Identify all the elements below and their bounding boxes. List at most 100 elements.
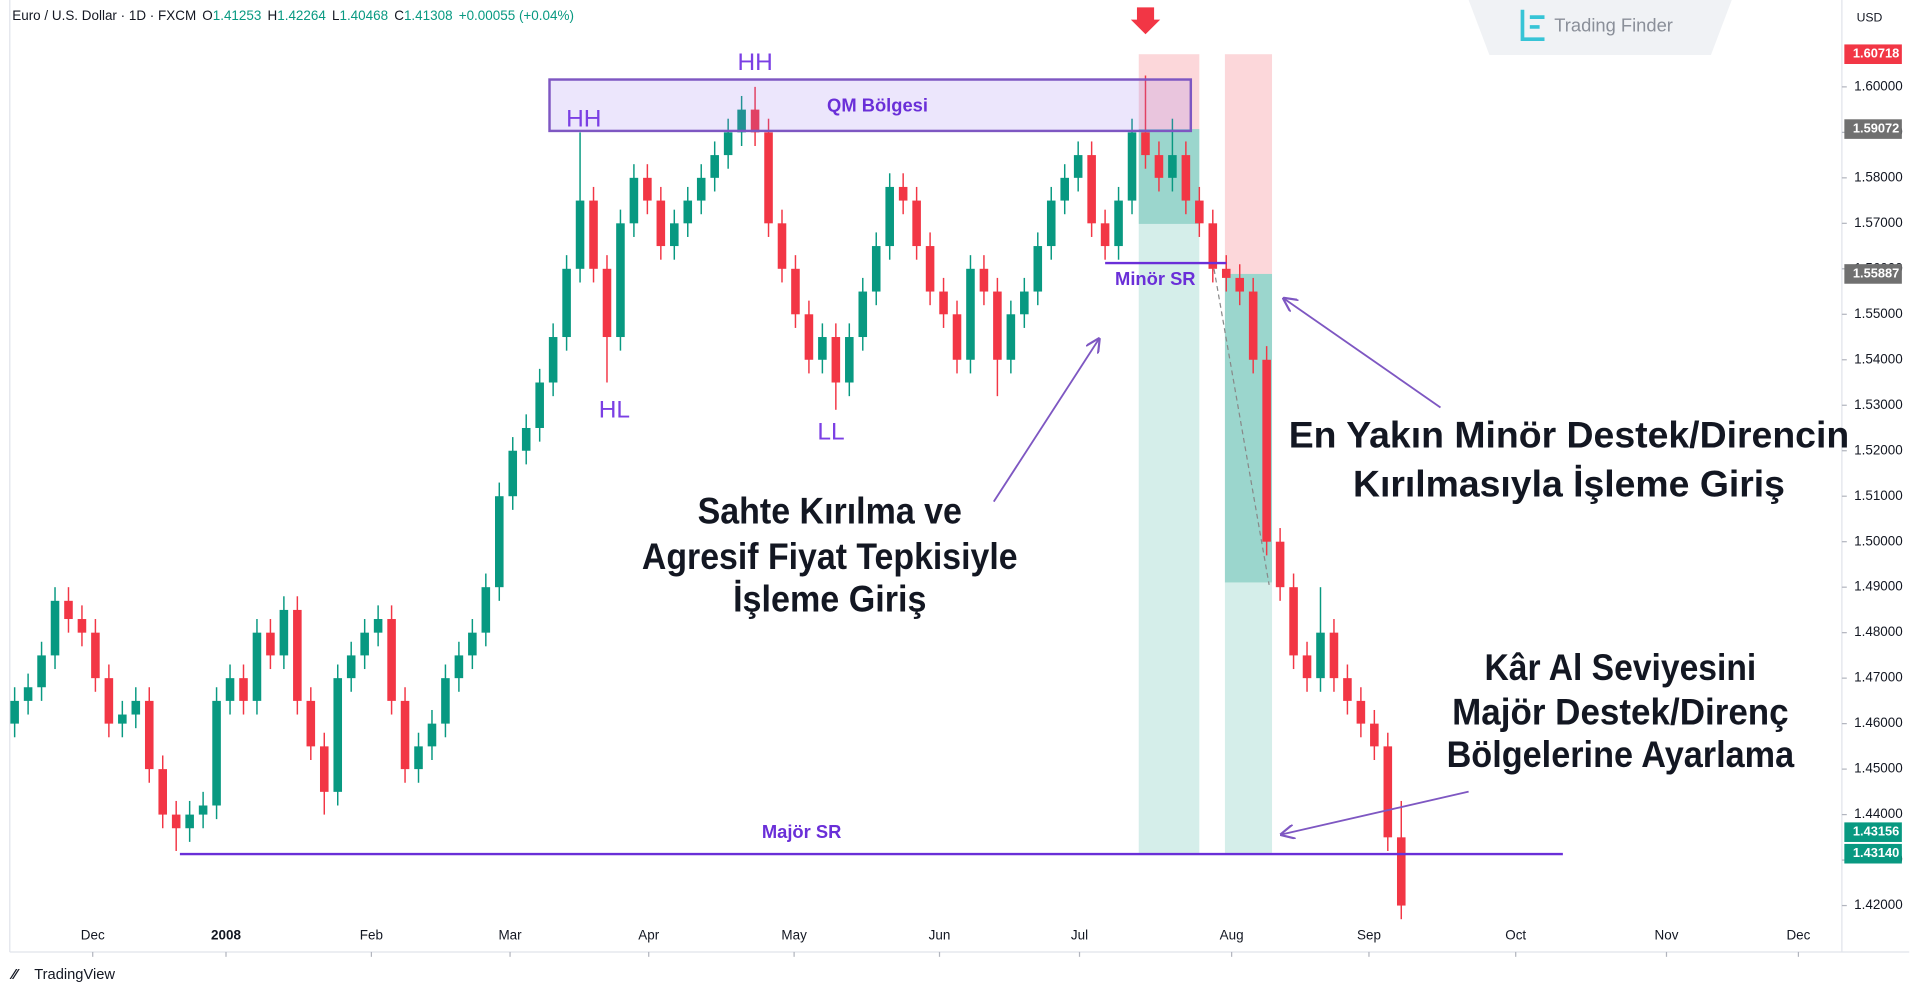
annotation-line: Sahte Kırılma ve	[698, 491, 962, 532]
drawings-back	[1138, 54, 1273, 854]
price-tag	[1844, 843, 1902, 864]
candle-body	[777, 223, 787, 269]
candle-body	[602, 268, 612, 338]
price-tag-label: 1.43156	[1853, 824, 1899, 839]
candle-body	[104, 678, 114, 724]
candle-body	[575, 200, 585, 269]
candle-body	[979, 268, 989, 292]
candle-body	[360, 632, 369, 656]
y-tick-label: 1.53000	[1854, 397, 1903, 412]
candle-body	[252, 632, 262, 701]
ohlc-key: H	[268, 7, 278, 22]
candle-body	[521, 427, 531, 451]
candle-body	[1154, 155, 1164, 178]
price-tag-label: 1.55887	[1853, 265, 1899, 280]
y-tick-label: 1.49000	[1854, 579, 1903, 594]
candle-body	[885, 186, 894, 247]
y-tick-label: 1.45000	[1854, 761, 1903, 776]
candle-body	[791, 268, 800, 315]
candle-body	[441, 678, 450, 724]
candle-body	[831, 337, 841, 383]
ohlc-value: 1.40468	[339, 7, 388, 22]
x-tick-label: 2008	[211, 928, 241, 943]
candle-body	[37, 655, 46, 688]
swing-label: HH	[737, 49, 772, 76]
brand-name: Trading Finder	[1554, 15, 1673, 36]
candle-body	[589, 200, 598, 269]
candle-body	[925, 246, 935, 292]
candle-body	[1006, 314, 1016, 360]
x-tick-label: Dec	[1786, 928, 1810, 943]
ohlc-key: O	[202, 7, 212, 22]
candle-body	[1248, 291, 1258, 360]
annotation-line: Agresif Fiyat Tepkisiyle	[642, 536, 1018, 577]
candle-body	[912, 200, 921, 247]
candles	[10, 75, 1406, 920]
swing-label: LL	[817, 419, 844, 446]
candle-body	[239, 678, 248, 701]
candle-body	[1262, 359, 1271, 542]
price-tag-label: 1.43140	[1853, 845, 1899, 860]
candle-body	[764, 132, 773, 224]
change: +0.00055 (+0.04%)	[459, 7, 574, 22]
footer-logo-mark: ⁄⁄	[9, 967, 20, 983]
footer-brand: TradingView	[34, 967, 115, 983]
candle-body	[10, 700, 19, 724]
sr-label: Minör SR	[1115, 268, 1196, 289]
y-tick-label: 1.46000	[1854, 715, 1903, 730]
candle-body	[454, 655, 464, 679]
candle-body	[1087, 155, 1096, 224]
candle-body	[845, 337, 854, 383]
candle-body	[1316, 632, 1325, 679]
candle-body	[750, 109, 760, 133]
candle-body	[1235, 277, 1245, 292]
candle-body	[171, 814, 181, 829]
ohlc-value: 1.41253	[213, 7, 262, 22]
candle-body	[1289, 587, 1298, 656]
candle-body	[293, 609, 302, 701]
x-tick-label: Oct	[1505, 928, 1526, 943]
y-tick-label: 1.58000	[1854, 169, 1903, 184]
y-tick-label: 1.60000	[1854, 78, 1903, 93]
candle-body	[1181, 155, 1191, 201]
x-tick-label: Mar	[498, 928, 522, 943]
candle-body	[535, 382, 544, 428]
price-tag	[1844, 264, 1902, 284]
candle-body	[1100, 223, 1110, 247]
candle-body	[737, 109, 746, 133]
x-tick-label: Dec	[81, 928, 105, 943]
candle-body	[643, 177, 652, 201]
x-tick-label: Apr	[638, 928, 659, 943]
sr-label: Majör SR	[762, 821, 842, 842]
price-tag-label: 1.60718	[1853, 46, 1899, 61]
candle-body	[696, 177, 706, 201]
candle-body	[306, 700, 316, 747]
swing-label: HL	[599, 397, 630, 424]
candle-body	[118, 714, 127, 724]
x-tick-label: Jul	[1071, 928, 1088, 943]
entry-arrow	[1130, 7, 1161, 35]
candle-body	[1127, 132, 1137, 201]
qm-zone	[548, 78, 1193, 133]
brand-badge	[1468, 0, 1732, 56]
candle-body	[1141, 132, 1150, 156]
ohlc-value: 1.41308	[404, 7, 453, 22]
x-tick-label: Jun	[929, 928, 951, 943]
x-tick-label: Aug	[1220, 928, 1244, 943]
candle-body	[50, 600, 60, 656]
y-tick-label: 1.57000	[1854, 215, 1903, 230]
candle-body	[1033, 246, 1043, 292]
y-tick-label: 1.48000	[1854, 624, 1903, 639]
candle-body	[670, 223, 679, 247]
candle-body	[1168, 155, 1177, 178]
y-tick-label: 1.51000	[1854, 488, 1903, 503]
x-tick-label: Feb	[360, 928, 383, 943]
candle-body	[400, 700, 410, 770]
candle-body	[548, 337, 558, 383]
y-tick-label: 1.50000	[1854, 533, 1903, 548]
candle-body	[481, 587, 491, 633]
y-tick-label: 1.54000	[1854, 351, 1903, 366]
price-tag	[1844, 119, 1902, 139]
